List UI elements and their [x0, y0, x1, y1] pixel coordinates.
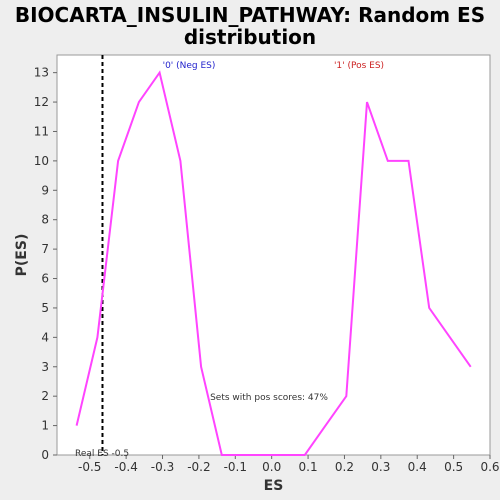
neg-es-label: '0' (Neg ES) [163, 61, 216, 71]
chart-title-line1: BIOCARTA_INSULIN_PATHWAY: Random ES [15, 3, 485, 27]
x-tick-label: -0.3 [151, 460, 174, 474]
y-tick-label: 8 [41, 213, 49, 227]
real-es-label: Real ES -0.5 [75, 449, 129, 459]
x-tick-label: -0.4 [114, 460, 137, 474]
y-tick-label: 5 [41, 301, 49, 315]
y-tick-label: 12 [34, 95, 49, 109]
y-tick-label: 1 [41, 419, 49, 433]
plot-area [56, 54, 491, 456]
x-tick-label: 0.0 [262, 460, 281, 474]
y-tick-label: 11 [34, 124, 49, 138]
y-axis-label: P(ES) [14, 234, 30, 277]
chart-marks [75, 55, 472, 456]
x-tick-label: 0.4 [408, 460, 427, 474]
x-tick-label: -0.1 [224, 460, 247, 474]
x-tick-label: 0.3 [371, 460, 390, 474]
x-tick-label: 0.5 [444, 460, 463, 474]
y-tick-label: 0 [41, 448, 49, 462]
x-tick-label: -0.2 [187, 460, 210, 474]
y-tick-label: 2 [41, 389, 49, 403]
pos-scores-text: Sets with pos scores: 47% [210, 393, 328, 403]
series-line [75, 70, 472, 456]
y-tick-label: 3 [41, 360, 49, 374]
x-axis: -0.5 -0.4 -0.3 -0.2 -0.1 0.0 0.1 0.2 0.3 0.4 0.5 0.… [78, 455, 500, 474]
x-axis-label: ES [264, 478, 284, 494]
x-tick-label: 0.6 [480, 460, 499, 474]
y-tick-label: 13 [34, 66, 49, 80]
y-tick-label: 7 [41, 242, 49, 256]
x-tick-label: 0.2 [335, 460, 354, 474]
y-tick-label: 9 [41, 183, 49, 197]
pos-es-label: '1' (Pos ES) [334, 61, 384, 71]
x-tick-label: 0.1 [299, 460, 318, 474]
x-tick-label: -0.5 [78, 460, 101, 474]
y-tick-label: 4 [41, 330, 49, 344]
chart-title-line2: distribution [184, 25, 316, 49]
y-tick-label: 10 [34, 154, 49, 168]
y-tick-label: 6 [41, 272, 49, 286]
